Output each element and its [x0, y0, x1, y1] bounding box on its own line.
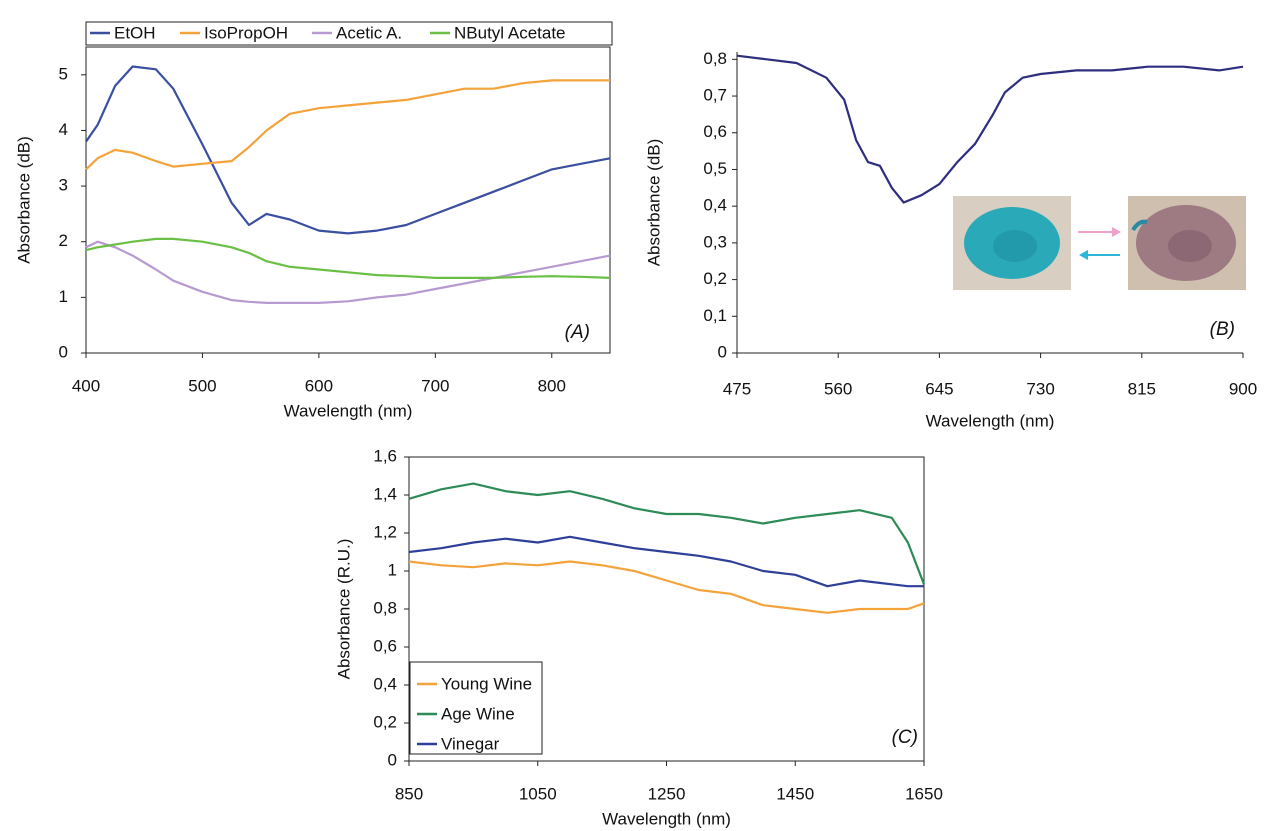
x-tick-label: 560 — [824, 379, 852, 398]
x-tick-label: 900 — [1229, 379, 1257, 398]
y-tick-label: 0,7 — [703, 86, 727, 105]
y-tick-label: 5 — [59, 64, 68, 83]
y-tick-label: 4 — [59, 120, 68, 139]
y-tick-label: 1 — [59, 287, 68, 306]
y-tick-label: 0,3 — [703, 232, 727, 251]
x-tick-label: 500 — [188, 376, 216, 395]
legend-label: Acetic A. — [336, 23, 402, 42]
x-tick-label: 600 — [305, 376, 333, 395]
y-tick-label: 3 — [59, 176, 68, 195]
y-tick-label: 0,4 — [703, 196, 727, 215]
legend-label: Age Wine — [441, 704, 515, 723]
series-line — [408, 482, 926, 585]
series-line — [408, 535, 924, 588]
panel-annotation: (B) — [1210, 319, 1235, 340]
y-tick-label: 0 — [59, 342, 68, 361]
panel-annotation: (A) — [565, 322, 590, 343]
x-tick-label: 475 — [723, 379, 751, 398]
y-axis-label: Absorbance (dB) — [644, 139, 663, 267]
series-line — [85, 65, 611, 235]
x-tick-label: 1450 — [776, 784, 814, 803]
y-tick-label: 2 — [59, 231, 68, 250]
legend-label: Vinegar — [441, 734, 500, 753]
arrow-head — [1112, 227, 1121, 237]
y-tick-label: 0,6 — [703, 122, 727, 141]
y-tick-label: 0,2 — [373, 712, 397, 731]
purple-spot-core — [1168, 230, 1212, 262]
x-tick-label: 730 — [1026, 379, 1054, 398]
series-line — [408, 560, 925, 614]
x-tick-label: 700 — [421, 376, 449, 395]
x-tick-label: 815 — [1128, 379, 1156, 398]
legend-label: NButyl Acetate — [454, 23, 566, 42]
x-axis-label: Wavelength (nm) — [926, 411, 1055, 430]
series-line — [736, 54, 1244, 204]
inset-photos — [953, 196, 1246, 290]
y-tick-label: 1 — [388, 560, 397, 579]
y-axis-label: Absorbance (dB) — [14, 136, 33, 264]
legend-label: Young Wine — [441, 674, 532, 693]
x-tick-label: 800 — [538, 376, 566, 395]
arrow-head — [1079, 250, 1088, 260]
y-tick-label: 0,8 — [703, 49, 727, 68]
plot-frame — [85, 46, 611, 354]
y-tick-label: 0,5 — [703, 159, 727, 178]
y-tick-label: 1,6 — [373, 446, 397, 465]
y-tick-label: 1,4 — [373, 484, 397, 503]
series-line — [85, 240, 611, 304]
x-tick-label: 1650 — [905, 784, 943, 803]
series-line — [85, 237, 611, 279]
chart-panel: 0 0,1 0,2 0,3 0,4 0,5 0,6 0,7 0,8 475 560 645 730 815… — [644, 49, 1257, 431]
y-tick-label: 0,8 — [373, 598, 397, 617]
y-tick-label: 0,4 — [373, 674, 397, 693]
y-tick-label: 0,1 — [703, 306, 727, 325]
x-tick-label: 400 — [72, 376, 100, 395]
blue-spot-core — [993, 230, 1037, 262]
y-tick-label: 1,2 — [373, 522, 397, 541]
y-tick-label: 0 — [388, 750, 397, 769]
x-tick-label: 1250 — [648, 784, 686, 803]
x-axis-label: Wavelength (nm) — [284, 401, 413, 420]
series-line — [85, 79, 610, 171]
chart-panel: 0 1 2 3 4 5 400 500 600 700 800 Wavelength (nm) Abso… — [14, 21, 613, 420]
y-tick-label: 0 — [718, 342, 727, 361]
legend-label: IsoPropOH — [204, 23, 288, 42]
legend-label: EtOH — [114, 23, 156, 42]
legend-box — [85, 21, 613, 46]
panel-annotation: (C) — [892, 727, 918, 748]
blue-edge — [1131, 219, 1148, 232]
x-axis-label: Wavelength (nm) — [602, 809, 731, 828]
x-tick-label: 1050 — [519, 784, 557, 803]
x-tick-label: 850 — [395, 784, 423, 803]
y-tick-label: 0,6 — [373, 636, 397, 655]
x-tick-label: 645 — [925, 379, 953, 398]
y-tick-label: 0,2 — [703, 269, 727, 288]
legend-box — [409, 661, 543, 755]
chart-panel: 0 0,2 0,4 0,6 0,8 1 1,2 1,4 1,6 850 1050 1250 1450 16… — [334, 446, 942, 828]
y-axis-label: Absorbance (R.U.) — [334, 539, 353, 680]
